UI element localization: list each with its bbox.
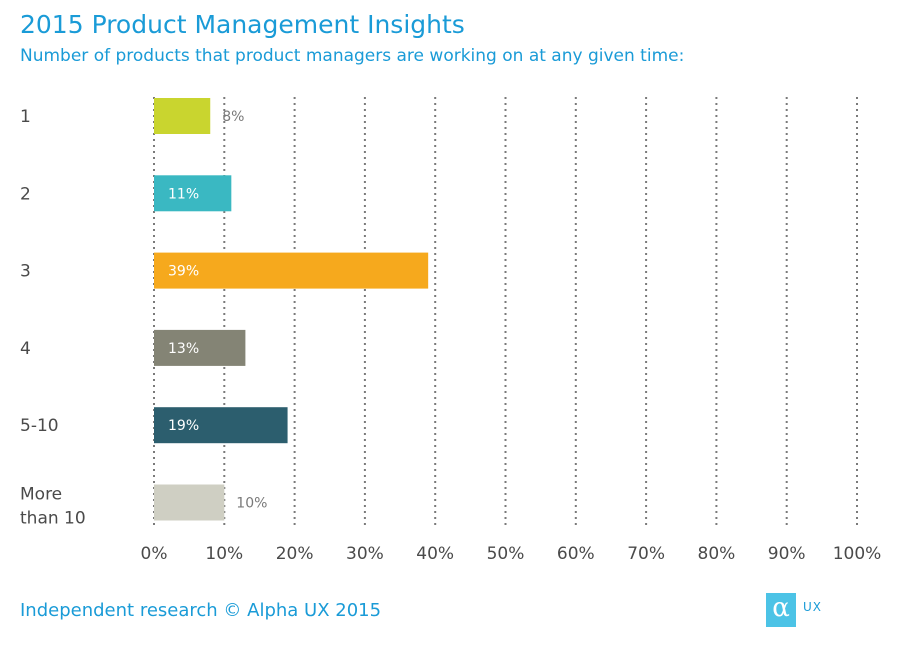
bar-chart: 0% 10% 20% 30% 40% 50% 60% 70% 80% 90% 100% 1 8% 2 11%… [20, 97, 882, 564]
x-tick-label: 20% [276, 544, 314, 564]
category-label: More [20, 485, 62, 505]
bar [154, 98, 211, 134]
chart-subtitle: Number of products that product managers… [20, 46, 685, 66]
x-tick-label: 90% [768, 544, 806, 564]
x-tick-label: 0% [141, 544, 168, 564]
x-tick-label: 60% [557, 544, 595, 564]
bar [154, 484, 225, 521]
x-tick-label: 30% [346, 544, 384, 564]
data-label: 8% [222, 109, 244, 125]
footer-credit: Independent research © Alpha UX 2015 [20, 600, 382, 621]
category-label: 3 [20, 262, 31, 282]
alpha-ux-logo: α [766, 593, 796, 627]
alpha-logo-glyph: α [772, 593, 790, 623]
x-tick-label: 10% [205, 544, 243, 564]
bar [154, 329, 246, 366]
data-label: 19% [168, 418, 199, 434]
category-label: than 10 [20, 509, 86, 529]
category-label: 2 [20, 184, 31, 204]
x-tick-label: 80% [698, 544, 736, 564]
bar [154, 175, 232, 212]
bar [154, 407, 288, 444]
category-label: 1 [20, 107, 31, 127]
x-tick-label: 70% [627, 544, 665, 564]
category-label: 5-10 [20, 416, 59, 436]
x-tick-label: 100% [833, 544, 882, 564]
data-label: 13% [168, 341, 199, 357]
data-label: 39% [168, 264, 199, 280]
data-label: 10% [236, 496, 267, 512]
x-tick-label: 50% [487, 544, 525, 564]
category-label: 4 [20, 339, 31, 359]
x-tick-label: 40% [416, 544, 454, 564]
bar [154, 252, 429, 289]
chart-title: 2015 Product Management Insights [20, 10, 465, 39]
logo-text: UX [803, 600, 823, 614]
data-label: 11% [168, 186, 199, 202]
